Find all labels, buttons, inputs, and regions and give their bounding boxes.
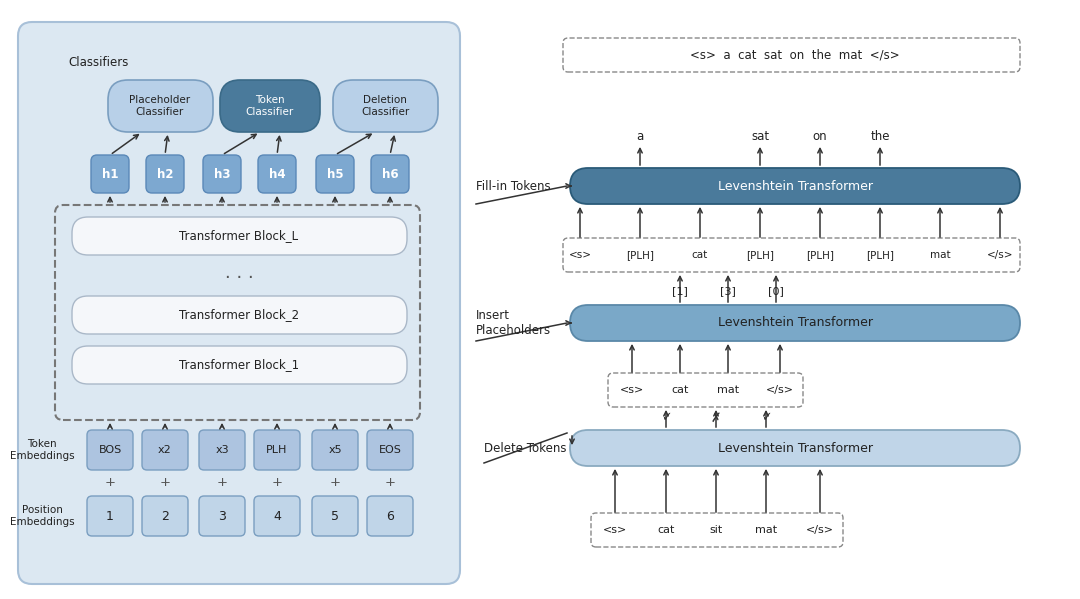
Text: Deletion
Classifier: Deletion Classifier [361,95,409,117]
Text: <s>  a  cat  sat  on  the  mat  </s>: <s> a cat sat on the mat </s> [690,49,900,62]
FancyBboxPatch shape [333,80,438,132]
Text: PLH: PLH [267,445,287,455]
FancyBboxPatch shape [203,155,241,193]
Text: Transformer Block_2: Transformer Block_2 [179,308,299,322]
FancyBboxPatch shape [199,496,245,536]
FancyBboxPatch shape [367,496,413,536]
Text: Transformer Block_L: Transformer Block_L [179,229,298,243]
FancyBboxPatch shape [141,496,188,536]
Text: </s>: </s> [766,385,794,395]
Text: [1]: [1] [672,286,688,296]
Text: Token
Embeddings: Token Embeddings [10,439,75,461]
Text: </s>: </s> [806,525,834,535]
Text: +: + [329,476,340,489]
FancyBboxPatch shape [258,155,296,193]
Text: <s>: <s> [568,250,592,260]
Text: [PLH]: [PLH] [866,250,894,260]
Text: Placeholder
Classifier: Placeholder Classifier [130,95,190,117]
Text: </s>: </s> [987,250,1013,260]
Text: [PLH]: [PLH] [746,250,774,260]
Text: +: + [105,476,116,489]
Text: 1: 1 [106,510,113,522]
Text: h2: h2 [157,168,173,180]
FancyBboxPatch shape [87,430,133,470]
FancyBboxPatch shape [87,496,133,536]
Text: h6: h6 [381,168,399,180]
Text: a: a [636,131,644,144]
Text: +: + [216,476,228,489]
Text: the: the [870,131,890,144]
Text: BOS: BOS [98,445,122,455]
Text: Levenshtein Transformer: Levenshtein Transformer [717,180,873,192]
FancyBboxPatch shape [367,430,413,470]
Text: h4: h4 [269,168,285,180]
FancyBboxPatch shape [372,155,409,193]
Text: h3: h3 [214,168,230,180]
FancyBboxPatch shape [254,496,300,536]
FancyBboxPatch shape [570,305,1020,341]
Text: mat: mat [930,250,950,260]
Text: [3]: [3] [720,286,735,296]
Text: 4: 4 [273,510,281,522]
Text: Transformer Block_1: Transformer Block_1 [179,358,299,371]
Text: +: + [271,476,283,489]
FancyBboxPatch shape [146,155,184,193]
Text: EOS: EOS [379,445,402,455]
FancyBboxPatch shape [108,80,213,132]
Text: cat: cat [658,525,675,535]
Text: Classifiers: Classifiers [68,56,129,68]
Text: x3: x3 [215,445,229,455]
Text: Fill-in Tokens: Fill-in Tokens [476,180,551,192]
Text: +: + [384,476,395,489]
Text: <s>: <s> [620,385,644,395]
Text: Position
Embeddings: Position Embeddings [10,505,75,527]
FancyBboxPatch shape [18,22,460,584]
Text: Levenshtein Transformer: Levenshtein Transformer [717,316,873,329]
Text: <s>: <s> [603,525,627,535]
Text: 3: 3 [218,510,226,522]
Text: sat: sat [751,131,769,144]
FancyBboxPatch shape [570,168,1020,204]
Text: mat: mat [755,525,778,535]
Text: cat: cat [692,250,708,260]
FancyBboxPatch shape [570,430,1020,466]
Text: [PLH]: [PLH] [806,250,834,260]
FancyBboxPatch shape [316,155,354,193]
Text: 5: 5 [330,510,339,522]
Text: · · ·: · · · [225,269,254,287]
Text: ✗: ✗ [711,412,721,425]
Text: mat: mat [717,385,739,395]
FancyBboxPatch shape [141,430,188,470]
Text: [0]: [0] [768,286,784,296]
Text: sit: sit [710,525,723,535]
FancyBboxPatch shape [72,217,407,255]
Text: x5: x5 [328,445,341,455]
FancyBboxPatch shape [312,496,357,536]
FancyBboxPatch shape [72,296,407,334]
Text: h5: h5 [326,168,343,180]
Text: 6: 6 [386,510,394,522]
Text: Insert
Placeholders: Insert Placeholders [476,309,551,337]
FancyBboxPatch shape [254,430,300,470]
FancyBboxPatch shape [91,155,129,193]
Text: on: on [812,131,827,144]
Text: cat: cat [672,385,689,395]
Text: [PLH]: [PLH] [626,250,654,260]
FancyBboxPatch shape [199,430,245,470]
Text: ✓: ✓ [661,412,672,425]
Text: h1: h1 [102,168,118,180]
Text: Levenshtein Transformer: Levenshtein Transformer [717,441,873,455]
FancyBboxPatch shape [220,80,320,132]
Text: +: + [160,476,171,489]
Text: ✓: ✓ [760,412,771,425]
FancyBboxPatch shape [72,346,407,384]
Text: 2: 2 [161,510,168,522]
Text: Token
Classifier: Token Classifier [246,95,294,117]
FancyBboxPatch shape [312,430,357,470]
Text: x2: x2 [158,445,172,455]
Text: Delete Tokens: Delete Tokens [484,441,567,455]
